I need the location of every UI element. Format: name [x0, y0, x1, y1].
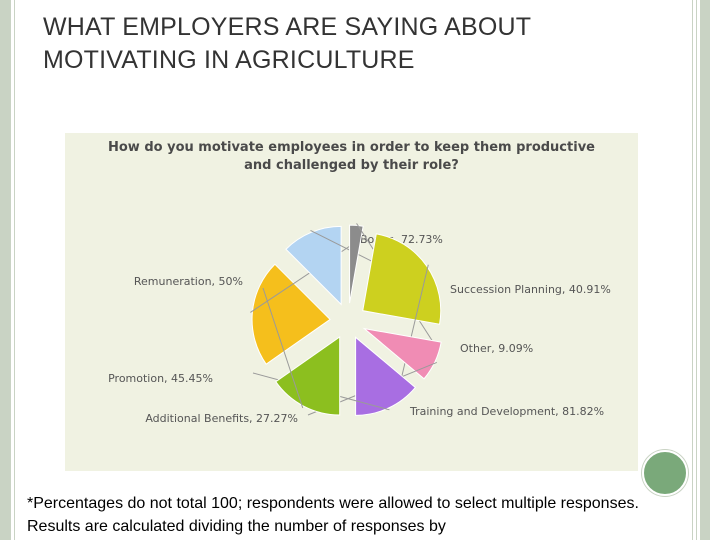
slice-label: Additional Benefits, 27.27%: [145, 412, 298, 425]
pie-slice: [285, 225, 342, 306]
pie-svg: Bonus, 72.73%Succession Planning, 40.91%…: [108, 223, 611, 425]
chart-title: How do you motivate employees in order t…: [65, 139, 638, 175]
right-decor-bar: [700, 0, 710, 540]
slide-title: WHAT EMPLOYERS ARE SAYING ABOUT MOTIVATI…: [43, 13, 531, 74]
slice-label: Promotion, 45.45%: [108, 372, 213, 385]
chart-title-line: How do you motivate employees in order t…: [108, 140, 595, 155]
pie-slice: [251, 263, 331, 365]
footnote: *Percentages do not total 100; responden…: [27, 495, 639, 535]
right-decor-line: [692, 0, 693, 540]
pie-slice: [349, 224, 364, 304]
pie-slice: [362, 233, 442, 325]
left-decor-line: [14, 0, 15, 540]
pie-slice: [362, 327, 442, 380]
corner-decor-circle: [642, 450, 688, 496]
pie-slice: [275, 336, 341, 416]
leader-line: [262, 287, 304, 409]
pie-chart: How do you motivate employees in order t…: [65, 133, 638, 471]
slice-label: Succession Planning, 40.91%: [450, 283, 611, 296]
slice-label: Training and Development, 81.82%: [409, 405, 604, 418]
slice-label: Remuneration, 50%: [134, 275, 243, 288]
left-decor-bar: [0, 0, 11, 540]
chart-title-line: and challenged by their role?: [244, 158, 459, 173]
right-decor-line: [696, 0, 697, 540]
slice-label: Other, 9.09%: [460, 342, 533, 355]
pie-slice: [355, 336, 417, 416]
